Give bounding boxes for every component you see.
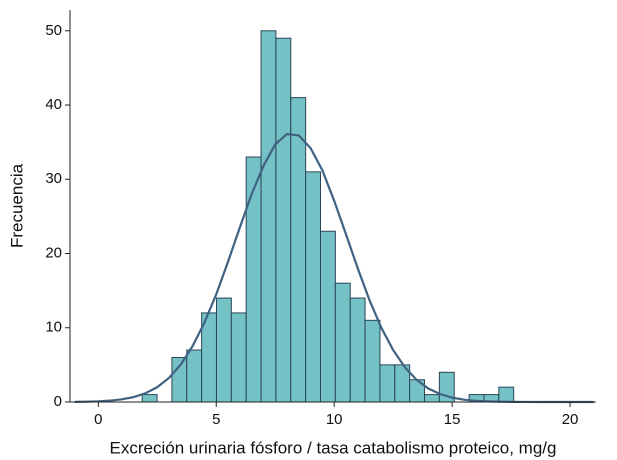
- bar: [305, 171, 321, 403]
- bar: [215, 297, 232, 403]
- bar: [230, 312, 247, 403]
- bar: [245, 156, 262, 403]
- bar: [319, 230, 336, 403]
- bar: [201, 312, 217, 403]
- x-axis-label: Excreción urinaria fósforo / tasa catabo…: [110, 438, 557, 457]
- x-tick-label: 5: [212, 411, 220, 428]
- bar: [349, 297, 366, 403]
- bar: [364, 319, 381, 403]
- y-tick-label: 50: [45, 22, 62, 39]
- density-curve: [74, 132, 594, 404]
- x-tick-label: 20: [562, 411, 579, 428]
- x-tick-label: 0: [94, 411, 102, 428]
- bar: [379, 364, 396, 403]
- y-axis-label: Frecuencia: [7, 163, 26, 248]
- y-tick-label: 30: [45, 170, 62, 187]
- bar: [498, 386, 515, 403]
- y-tick-label: 20: [45, 244, 62, 261]
- bar: [424, 394, 440, 403]
- bar: [171, 356, 188, 403]
- bar: [275, 37, 292, 403]
- x-tick-label: 15: [444, 411, 461, 428]
- bar: [141, 394, 158, 403]
- y-tick-label: 10: [45, 319, 62, 336]
- bar: [186, 349, 203, 403]
- bar: [260, 30, 277, 403]
- bar: [290, 97, 307, 403]
- y-tick-label: 0: [54, 393, 62, 410]
- y-tick-label: 40: [45, 96, 62, 113]
- x-tick-label: 10: [326, 411, 343, 428]
- bar: [334, 282, 351, 403]
